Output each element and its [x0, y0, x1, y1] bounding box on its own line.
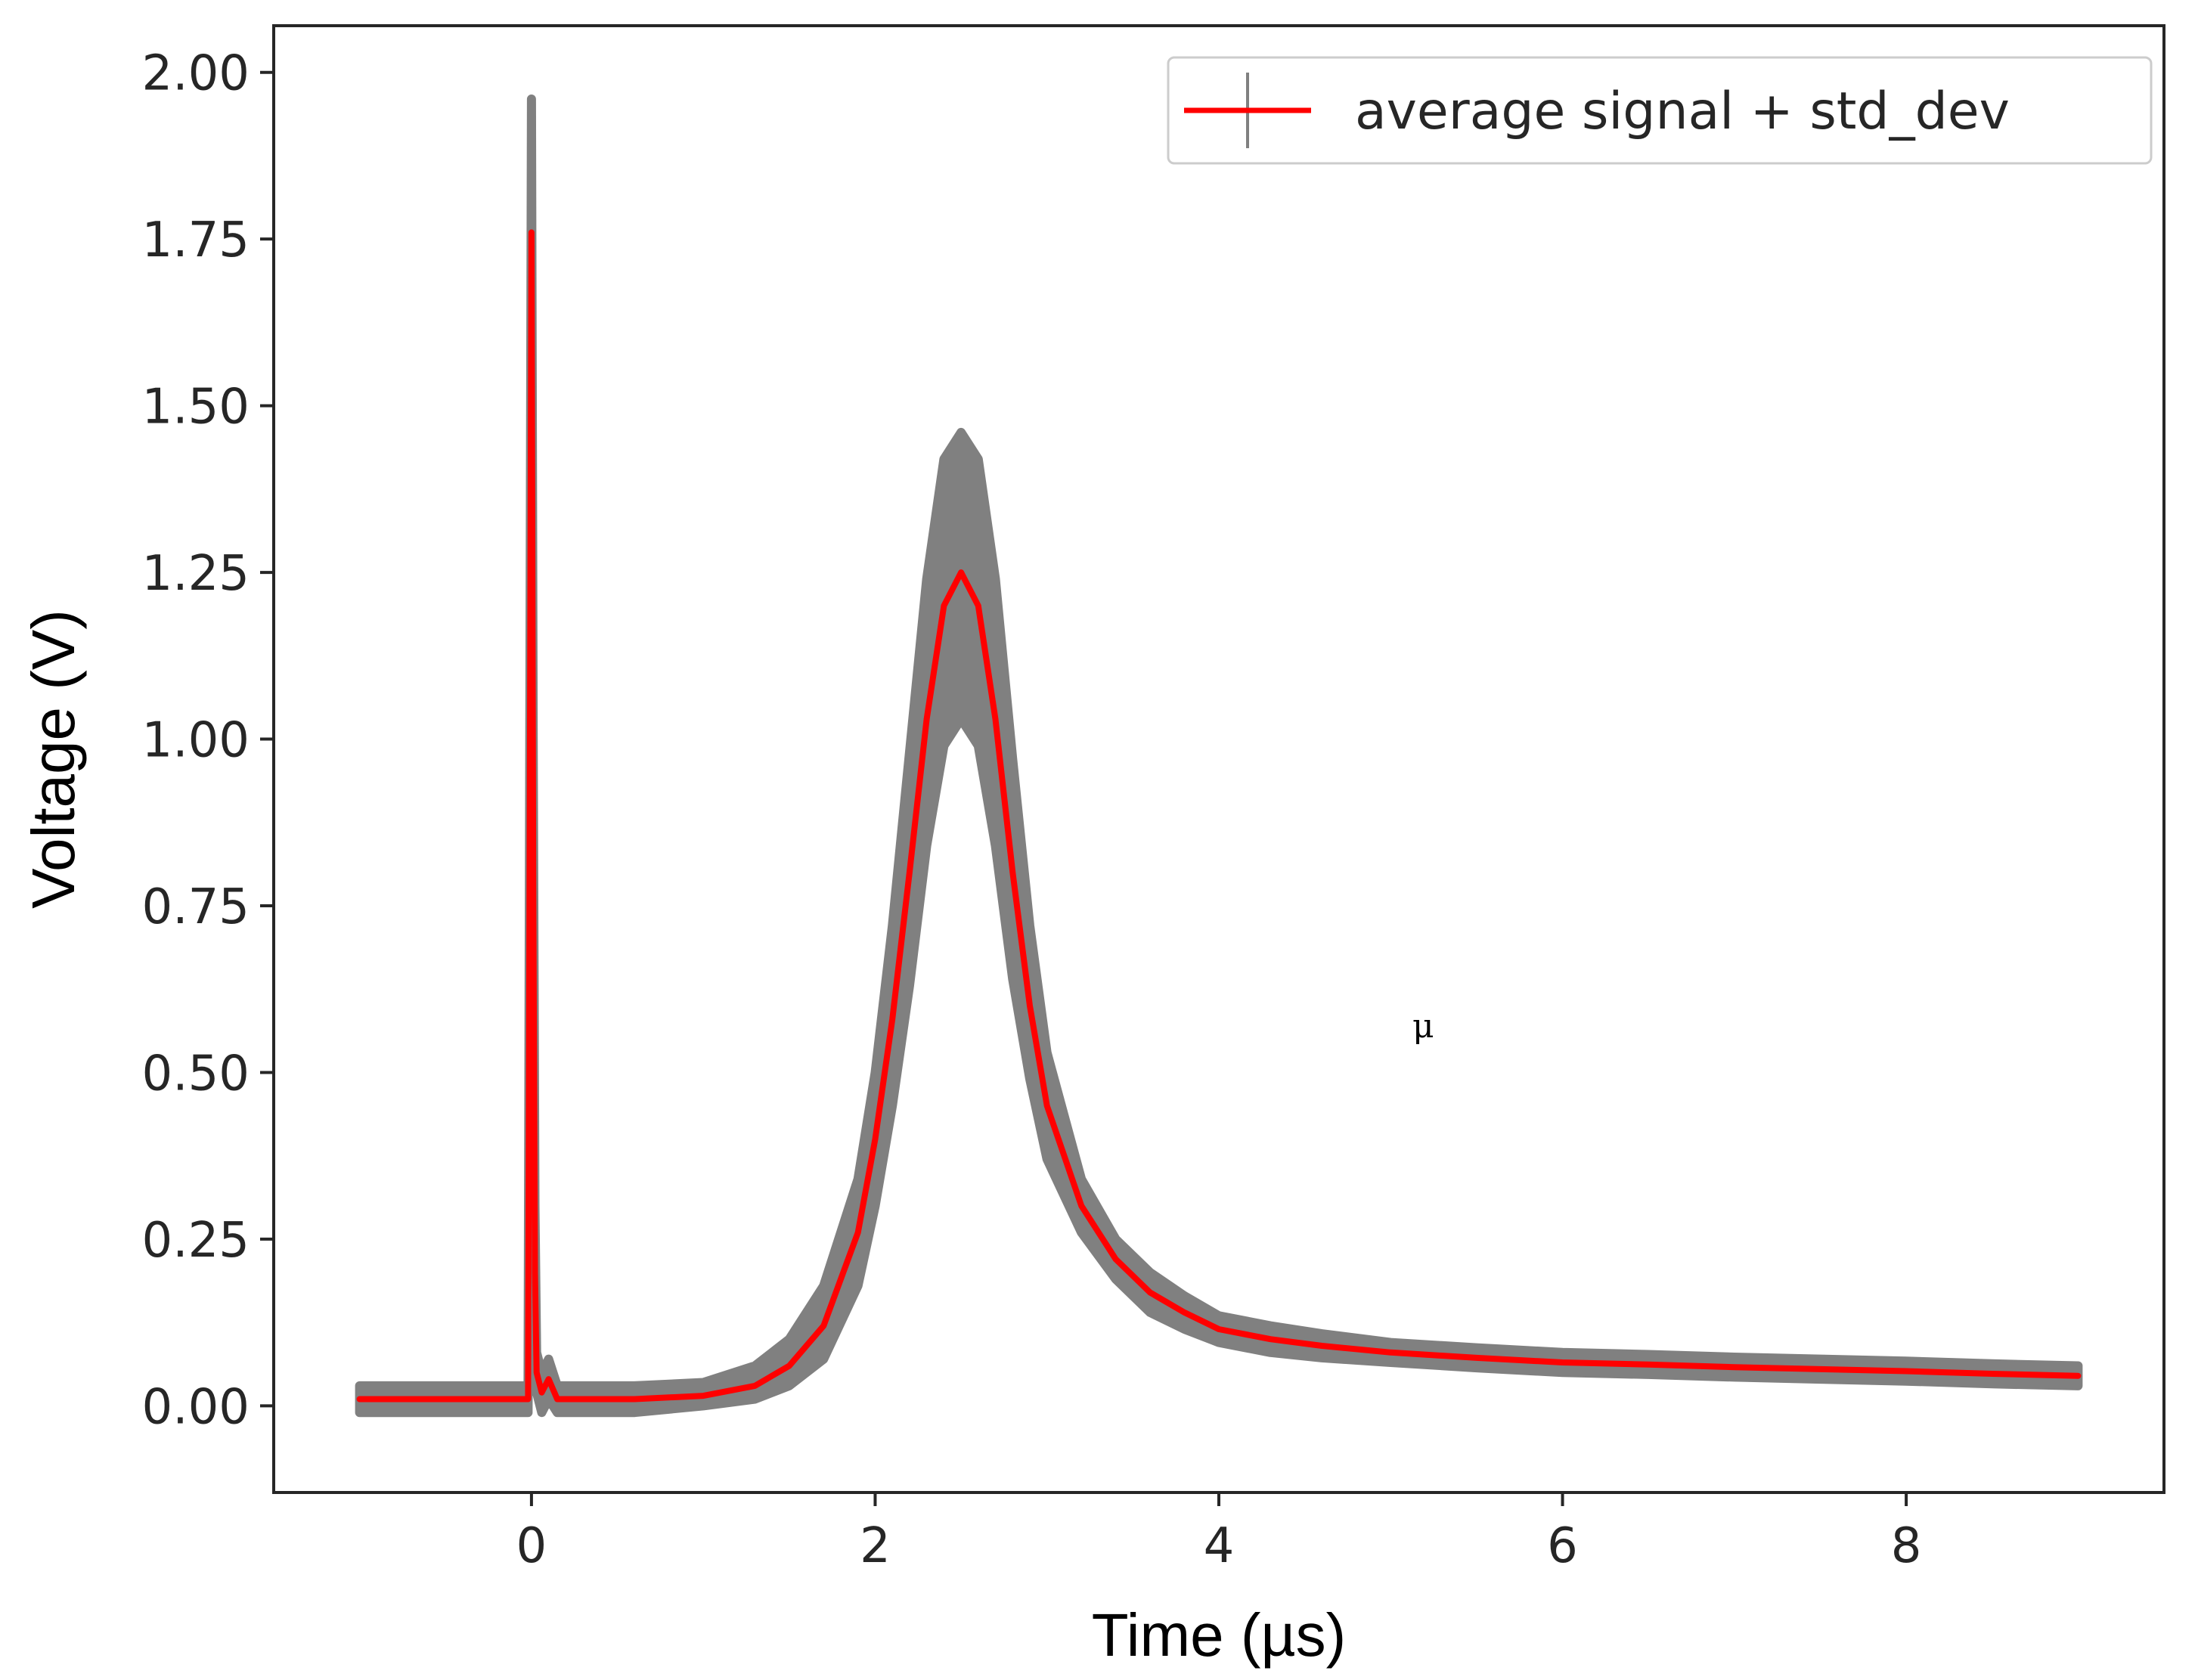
- legend-label: average signal + std_dev: [1355, 82, 2010, 141]
- mu-annotation: μ: [1412, 1007, 1434, 1046]
- legend: average signal + std_dev: [1167, 56, 2153, 165]
- y-tick-label: 0.50: [142, 1046, 250, 1102]
- average-signal-line: [356, 229, 2082, 1403]
- average-line-layer: [356, 229, 2082, 1403]
- x-tick-label: 0: [516, 1518, 547, 1574]
- x-tick-label: 4: [1204, 1518, 1235, 1574]
- std-dev-band-layer: [355, 95, 2083, 1418]
- std-dev-band: [355, 95, 2083, 1418]
- y-ticks: 0.00 0.25 0.50 0.75 1.00 1.25 1.50 1.75 2.00: [142, 46, 274, 1435]
- x-tick-label: 8: [1891, 1518, 1922, 1574]
- y-axis-label: Voltage (V): [20, 609, 87, 909]
- y-tick-label: 0.00: [142, 1379, 250, 1435]
- y-tick-label: 0.25: [142, 1213, 250, 1269]
- y-tick-label: 1.75: [142, 212, 250, 268]
- y-tick-label: 1.25: [142, 546, 250, 602]
- y-tick-label: 2.00: [142, 46, 250, 102]
- y-tick-label: 1.50: [142, 380, 250, 435]
- plot-frame: [272, 24, 2165, 1494]
- x-tick-label: 2: [860, 1518, 891, 1574]
- legend-box: [1167, 56, 2153, 165]
- y-tick-label: 0.75: [142, 879, 250, 935]
- x-tick-label: 6: [1547, 1518, 1578, 1574]
- y-tick-label: 1.00: [142, 713, 250, 769]
- x-ticks: 0 2 4 6 8: [516, 1492, 1922, 1574]
- x-axis-label: Time (µs): [1092, 1601, 1346, 1669]
